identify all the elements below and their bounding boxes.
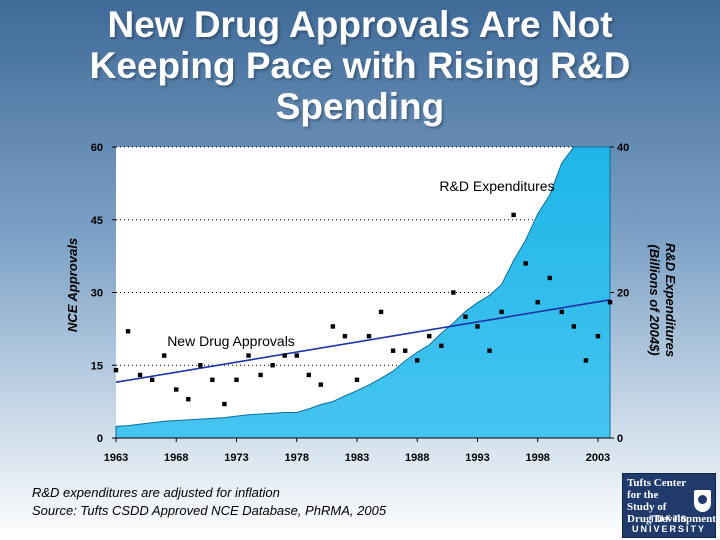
- nce-approval-point: [366, 333, 372, 339]
- logo-university: TUFTS UNIVERSITY: [631, 514, 706, 534]
- right-y-axis-ticks: 0 20 40: [610, 142, 629, 445]
- nce-approval-point: [559, 309, 565, 315]
- nce-approval-point: [174, 387, 179, 392]
- x-tick-label: 1988: [405, 452, 429, 464]
- slide-title-line-1: New Drug Approvals Are Not: [107, 4, 613, 45]
- nce-approval-point: [487, 348, 492, 353]
- x-tick-label: 1993: [465, 452, 489, 464]
- x-tick-label: 1998: [525, 452, 549, 464]
- nce-approval-point: [258, 372, 263, 378]
- nce-approval-point: [270, 363, 275, 368]
- nce-approval-point: [378, 309, 384, 315]
- rd-expenditures-area-path: [115, 146, 611, 439]
- left-y-tick-label: 30: [91, 288, 103, 300]
- nce-approval-point: [234, 377, 239, 382]
- left-y-tick-label: 15: [91, 360, 103, 372]
- nce-trend-line: [115, 298, 611, 384]
- nce-approval-point: [294, 353, 299, 358]
- nce-approval-point: [125, 329, 131, 334]
- nce-approvals-points: [113, 212, 613, 407]
- nce-approval-point: [547, 275, 552, 281]
- x-tick-label: 2003: [586, 452, 610, 464]
- right-y-tick-label: 0: [617, 433, 623, 445]
- nce-approval-point: [523, 261, 528, 266]
- nce-approval-point: [511, 212, 516, 218]
- nce-approval-point: [451, 290, 456, 295]
- nce-approval-point: [402, 348, 408, 353]
- nce-approval-point: [535, 300, 540, 305]
- nce-approval-point: [210, 377, 215, 382]
- left-axis-title: NCE Approvals: [65, 238, 80, 332]
- tufts-csdd-logo: Tufts Center for the Study of Drug Devel…: [622, 473, 716, 538]
- nce-approval-point: [415, 358, 420, 363]
- logo-line-1: Tufts Center: [627, 477, 687, 489]
- right-axis-title-line-1: R&D Expenditures: [663, 243, 678, 357]
- nce-approval-point: [499, 309, 504, 315]
- x-tick-label: 1973: [224, 452, 248, 464]
- left-y-tick-label: 0: [97, 433, 103, 445]
- nce-approval-point: [607, 300, 613, 305]
- logo-line-2: for the: [627, 489, 659, 501]
- slide-title: New Drug Approvals Are Not Keeping Pace w…: [0, 4, 720, 127]
- footnote-source: Source: Tufts CSDD Approved NCE Database…: [32, 503, 387, 518]
- nce-approval-point: [137, 372, 143, 378]
- nce-approval-point: [282, 353, 287, 358]
- x-tick-label: 1983: [345, 452, 369, 464]
- nce-trend-layer: [115, 298, 611, 384]
- nce-approval-point: [330, 324, 336, 329]
- nce-approval-point: [198, 363, 203, 368]
- nce-approval-point: [463, 314, 468, 319]
- nce-approval-point: [390, 348, 396, 353]
- nce-approval-point: [475, 324, 480, 329]
- x-tick-label: 1968: [164, 452, 188, 464]
- nce-approval-point: [186, 397, 191, 402]
- nce-approval-point: [222, 401, 227, 407]
- nce-approval-point: [318, 382, 324, 387]
- nce-approval-point: [113, 367, 119, 373]
- new-drug-approvals-label: New Drug Approvals: [167, 333, 295, 349]
- left-y-tick-label: 45: [91, 215, 103, 227]
- rd-expenditures-label: R&D Expenditures: [439, 178, 554, 194]
- nce-approval-point: [306, 372, 311, 378]
- slide-title-line-2: Keeping Pace with Rising R&D: [89, 45, 631, 86]
- nce-approval-point: [354, 377, 360, 382]
- nce-approval-point: [427, 333, 432, 339]
- logo-line-4: Drug Development: [627, 513, 716, 525]
- nce-approval-point: [571, 324, 577, 329]
- seal-icon: [694, 490, 711, 512]
- x-tick-label: 1963: [104, 452, 128, 464]
- nce-approval-point: [149, 377, 155, 382]
- nce-approval-point: [595, 333, 601, 339]
- slide-title-line-3: Spending: [275, 86, 445, 127]
- right-axis-title-line-2: (Billions of 2004$): [647, 244, 662, 355]
- logo-line-3: Study of: [627, 501, 667, 513]
- nce-approval-point: [342, 333, 348, 339]
- nce-approval-point: [246, 353, 251, 358]
- x-tick-label: 1978: [284, 452, 308, 464]
- nce-approval-point: [439, 343, 444, 349]
- right-y-tick-label: 20: [617, 288, 629, 300]
- rd-expenditures-area: [115, 146, 611, 439]
- nce-approval-point: [161, 353, 167, 358]
- x-axis-ticks: 1963 1968 1973 1978 1983 1988 1993 1998 2003: [104, 438, 610, 464]
- footnote-inflation: R&D expenditures are adjusted for inflat…: [32, 485, 280, 500]
- left-y-axis-ticks: 0 15 30 45 60: [91, 142, 116, 445]
- right-y-tick-label: 40: [617, 142, 629, 154]
- left-y-tick-label: 60: [91, 142, 103, 154]
- nce-approval-point: [583, 358, 589, 363]
